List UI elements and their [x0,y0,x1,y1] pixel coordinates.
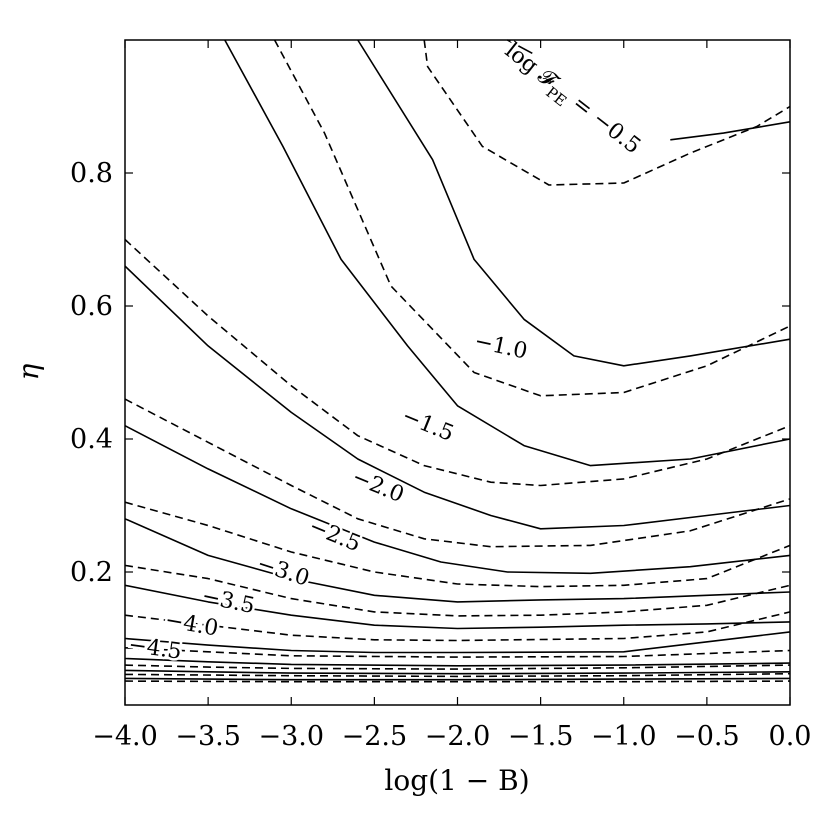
contour-lines [124,39,791,683]
contour-line-dashed-21 [124,672,791,678]
contour-line-dashed-9 [124,398,791,548]
contour-line-solid-3 [670,121,791,141]
y-tick-label: 0.4 [70,424,113,455]
contour-line-solid-2 [507,39,533,55]
y-tick-label: 0.6 [70,291,113,322]
contour-line-dashed-11 [124,501,791,588]
contour-line-dashed-19 [124,664,791,670]
contour-line-dashed-15 [124,611,791,642]
x-axis-title: log(1 − B) [384,764,529,797]
y-axis-title: η [12,363,45,380]
x-axis-ticks: −4.0 −3.5 −3.0 −2.5 −2.0 −1.5 −1.0 −0.5 0.0 [92,40,811,752]
contour-line-solid-20 [124,669,791,675]
contour-line-solid-14 [124,584,791,630]
contour-line-solid-12 [124,518,791,603]
y-tick-label: 0.8 [70,158,113,189]
contour-line-solid-18 [124,657,791,667]
contour-line-dashed-1 [423,39,791,186]
x-tick-label: −2.5 [342,721,408,752]
contour-line-solid-4 [357,39,791,367]
x-tick-label: −1.5 [508,721,574,752]
contour-line-dashed-13 [124,564,791,617]
x-tick-label: −2.0 [425,721,491,752]
contour-line-solid-22 [124,677,791,681]
x-tick-label: −3.0 [258,721,324,752]
y-axis-ticks: 0.2 0.4 0.6 0.8 [70,158,790,588]
x-tick-label: −3.5 [175,721,241,752]
x-tick-label: 0.0 [769,721,812,752]
x-tick-label: −1.0 [591,721,657,752]
contour-line-solid-10 [124,424,791,575]
contour-line-dashed-5 [273,39,791,397]
contour-line-solid-16 [124,631,791,654]
contour-line-solid-8 [124,265,791,530]
x-tick-label: −4.0 [92,721,158,752]
contour-line-solid-6 [224,39,791,467]
contour-line-dashed-17 [124,647,791,658]
y-tick-label: 0.2 [70,557,113,588]
x-tick-label: −0.5 [674,721,740,752]
contour-line-dashed-23 [124,680,791,683]
plot-background [125,40,790,705]
